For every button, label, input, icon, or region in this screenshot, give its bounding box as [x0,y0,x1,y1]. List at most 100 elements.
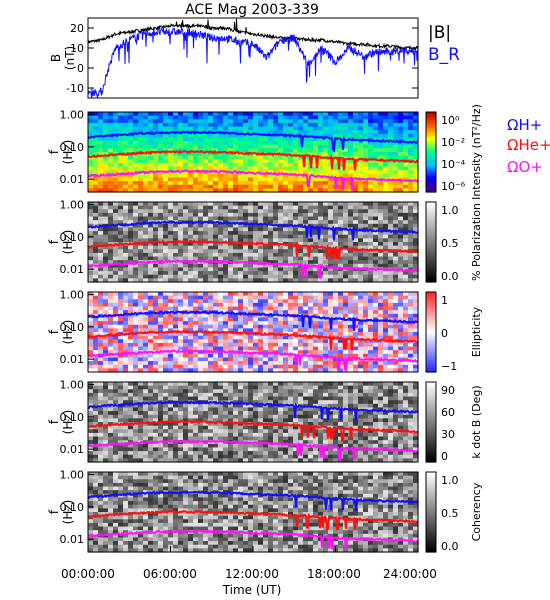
spectrogram-cell [193,152,199,157]
spectrogram-cell [348,223,354,229]
spectrogram-cell [388,166,394,171]
spectrogram-cell [318,216,324,221]
spectrogram-cell [293,112,299,117]
spectrogram-cell [213,173,219,179]
spectrogram-cell [253,310,259,315]
spectrogram-cell [143,271,149,276]
spectrogram-cell [93,310,99,315]
spectrogram-cell [323,188,329,193]
spectrogram-cell [163,263,169,269]
spectrogram-cell [238,278,244,283]
spectrogram-cell [378,216,384,221]
spectrogram-cell [153,361,159,366]
spectrogram-cell [133,122,139,128]
spectrogram-cell [168,119,174,124]
spectrogram-cell [118,188,124,193]
spectrogram-cell [368,170,374,175]
spectrogram-cell [213,122,219,128]
spectrogram-cell [273,184,279,189]
spectrogram-cell [283,141,289,146]
spectrogram-cell [323,328,329,333]
spectrogram-cell [203,332,209,337]
spectrogram-cell [238,321,244,326]
spectrogram-cell [213,271,219,276]
spectrogram-cell [113,260,119,265]
spectrogram-cell [123,414,129,419]
spectrogram-cell [408,223,414,229]
spectrogram-cell [328,137,334,142]
spectrogram-cell [413,271,419,276]
spectrogram-cell [93,346,99,351]
spectrogram-cell [403,202,409,207]
spectrogram-cell [183,313,189,319]
spectrogram-cell [368,364,374,369]
spectrogram-cell [288,181,294,186]
spectrogram-cell [113,166,119,171]
spectrogram-cell [218,364,224,369]
spectrogram-cell [313,249,319,254]
spectrogram-cell [308,302,314,308]
spectrogram-cell [98,335,104,340]
spectrogram-cell [373,242,379,247]
spectrogram-cell [348,173,354,179]
spectrogram-cell [143,385,149,390]
spectrogram-cell [183,342,189,348]
spectrogram-cell [288,350,294,355]
spectrogram-cell [308,238,314,243]
spectrogram-cell [138,306,144,311]
spectrogram-cell [123,342,129,348]
spectrogram-cell [308,130,314,135]
spectrogram-cell [223,353,229,359]
spectrogram-cell [143,443,149,449]
spectrogram-cell [173,368,179,373]
spectrogram-cell [158,368,164,373]
spectrogram-cell [408,271,414,276]
spectrogram-cell [183,414,189,419]
spectrogram-cell [143,177,149,182]
spectrogram-cell [163,122,169,128]
spectrogram-cell [133,202,139,207]
spectrogram-cell [373,245,379,250]
spectrogram-cell [298,188,304,193]
spectrogram-cell [128,432,134,438]
spectrogram-cell [383,184,389,189]
spectrogram-cell [368,335,374,340]
spectrogram-cell [328,364,334,369]
spectrogram-cell [273,339,279,344]
spectrogram-cell [93,216,99,221]
spectrogram-cell [113,212,119,218]
spectrogram-cell [283,357,289,362]
spectrogram-cell [163,231,169,236]
spectrogram-cell [338,159,344,164]
spectrogram-cell [403,209,409,214]
spectrogram-cell [348,350,354,355]
spectrogram-cell [133,436,139,441]
spectrogram-cell [203,133,209,139]
spectrogram-cell [183,249,189,254]
colorbar-label: Intensity (nT²/Hz) [470,104,483,200]
spectrogram-cell [173,227,179,232]
spectrogram-cell [148,173,154,179]
spectrogram-cell [398,170,404,175]
spectrogram-cell [173,317,179,322]
spectrogram-cell [353,184,359,189]
spectrogram-cell [288,112,294,117]
spectrogram-cell [93,184,99,189]
spectrogram-cell [268,353,274,359]
spectrogram-cell [248,267,254,272]
spectrogram-cell [383,260,389,265]
spectrogram-cell [278,155,284,160]
spectrogram-cell [243,209,249,214]
spectrogram-cell [168,227,174,232]
spectrogram-cell [163,306,169,311]
spectrogram-cell [158,188,164,193]
spectrogram-cell [218,188,224,193]
spectrogram-cell [273,188,279,193]
spectrogram-cell [118,256,124,261]
spectrogram-cell [388,278,394,283]
spectrogram-cell [243,133,249,139]
spectrogram-cell [273,357,279,362]
spectrogram-cell [208,267,214,272]
spectrogram-cell [228,231,234,236]
spectrogram-cell [223,144,229,149]
